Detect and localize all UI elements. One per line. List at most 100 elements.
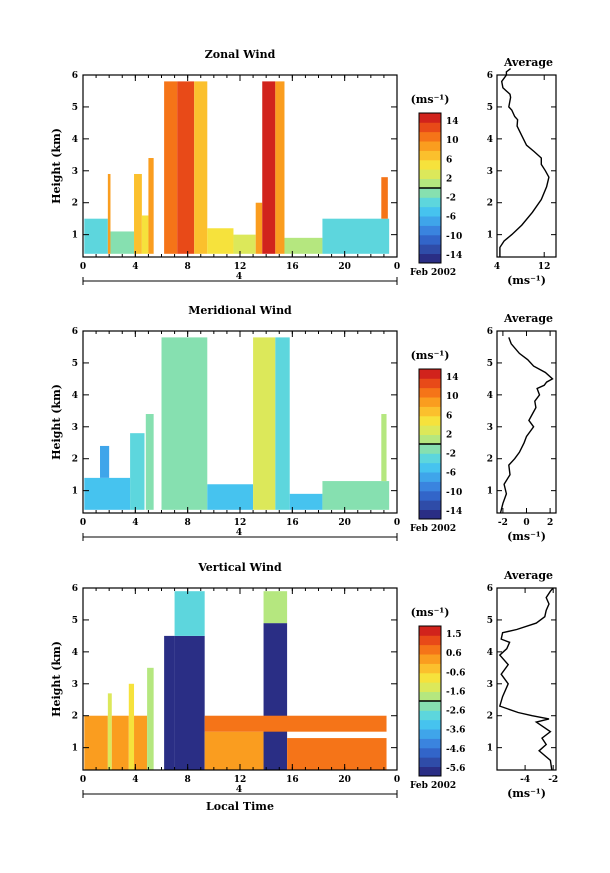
profile-x-label: (ms⁻¹): [507, 530, 546, 543]
colorbar-swatch: [419, 369, 441, 379]
x-tick-label: 8: [185, 518, 191, 528]
profile-x-tick-label: -4: [520, 775, 530, 785]
y-tick-label: 4: [72, 135, 78, 145]
colorbar-swatch: [419, 738, 441, 749]
data-cell: [275, 337, 290, 510]
profile-x-label: (ms⁻¹): [507, 787, 546, 800]
colorbar-tick-label: -5.6: [446, 764, 465, 774]
colorbar-swatch: [419, 225, 441, 236]
data-cell: [322, 481, 390, 510]
colorbar-swatch: [419, 490, 441, 501]
y-tick-label: 3: [72, 680, 78, 690]
data-cell: [275, 81, 285, 254]
data-cell: [128, 683, 135, 770]
data-cell: [107, 173, 111, 254]
x-tick-label: 4: [132, 518, 138, 528]
y-axis-label: Height (km): [50, 641, 63, 717]
y-tick-label: 4: [72, 391, 78, 401]
profile-x-tick-label: -2: [498, 518, 508, 528]
data-cell: [194, 81, 208, 254]
profile-title: Average: [503, 312, 553, 325]
data-cell: [207, 228, 234, 254]
data-cell: [84, 477, 131, 510]
y-tick-label: 2: [72, 455, 78, 465]
data-cell: [111, 715, 129, 770]
profile-y-tick-label: 2: [487, 712, 493, 722]
data-cell: [145, 414, 154, 510]
colorbar-swatch: [419, 444, 441, 454]
colorbar-swatch: [419, 169, 441, 180]
x-tick-label: 0: [394, 262, 400, 272]
data-cell: [174, 591, 205, 636]
y-tick-label: 4: [72, 648, 78, 658]
colorbar-swatch: [419, 122, 441, 133]
profile-x-tick-label: 4: [494, 262, 500, 272]
colorbar-swatch: [419, 719, 441, 730]
colorbar-swatch: [419, 216, 441, 226]
profile-y-tick-label: 5: [487, 616, 493, 626]
y-tick-label: 3: [72, 423, 78, 433]
colorbar-tick-label: -2: [446, 194, 456, 204]
y-tick-label: 6: [72, 71, 78, 81]
data-cell: [381, 177, 388, 219]
data-cell: [141, 215, 149, 254]
data-cell: [174, 635, 205, 770]
colorbar-swatch: [419, 188, 441, 198]
colorbar-swatch: [419, 113, 441, 123]
date-day: 4: [236, 272, 242, 282]
colorbar-swatch: [419, 500, 441, 511]
profile-x-tick-label: 12: [538, 262, 551, 272]
x-tick-label: 20: [338, 518, 351, 528]
data-cell: [164, 635, 175, 770]
colorbar-swatch: [419, 387, 441, 398]
profile-x-tick-label: 0: [523, 518, 529, 528]
profile-y-tick-label: 4: [487, 135, 493, 145]
profile-line: [498, 587, 554, 771]
colorbar-swatch: [419, 378, 441, 389]
x-axis-label: Local Time: [206, 800, 274, 813]
data-cell: [381, 414, 387, 482]
colorbar-swatch: [419, 131, 441, 142]
date-day: 4: [236, 785, 242, 795]
x-tick-label: 8: [185, 262, 191, 272]
colorbar-swatch: [419, 453, 441, 464]
colorbar-unit: (ms⁻¹): [411, 93, 450, 106]
colorbar-swatch: [419, 644, 441, 655]
profile-line: [499, 68, 550, 257]
data-cell: [263, 591, 288, 624]
colorbar-tick-label: -6: [446, 469, 456, 479]
x-tick-label: 0: [80, 518, 86, 528]
data-cell: [134, 715, 148, 770]
profile-y-tick-label: 5: [487, 359, 493, 369]
x-tick-label: 0: [80, 262, 86, 272]
y-tick-label: 1: [72, 487, 78, 497]
x-tick-label: 12: [234, 262, 247, 272]
profile-y-tick-label: 1: [487, 231, 493, 241]
profile-y-tick-label: 3: [487, 680, 493, 690]
colorbar-swatch: [419, 766, 441, 777]
colorbar-swatch: [419, 462, 441, 473]
data-cell: [289, 493, 323, 510]
colorbar-tick-label: 6: [446, 411, 452, 421]
x-tick-label: 0: [394, 775, 400, 785]
colorbar-swatch: [419, 481, 441, 492]
profile-y-tick-label: 3: [487, 423, 493, 433]
data-cell: [284, 237, 323, 254]
data-cell: [322, 218, 390, 254]
colorbar-unit: (ms⁻¹): [411, 349, 450, 362]
x-tick-label: 12: [234, 775, 247, 785]
data-cell: [233, 234, 256, 254]
panel-title: Vertical Wind: [197, 561, 282, 574]
colorbar-tick-label: 0.6: [446, 649, 462, 659]
data-cell: [263, 623, 288, 770]
colorbar-swatch: [419, 509, 441, 520]
y-axis-label: Height (km): [50, 384, 63, 460]
colorbar-tick-label: 14: [446, 373, 459, 383]
data-cell: [177, 81, 195, 254]
y-tick-label: 1: [72, 744, 78, 754]
x-tick-label: 4: [132, 775, 138, 785]
data-cell: [204, 731, 264, 770]
